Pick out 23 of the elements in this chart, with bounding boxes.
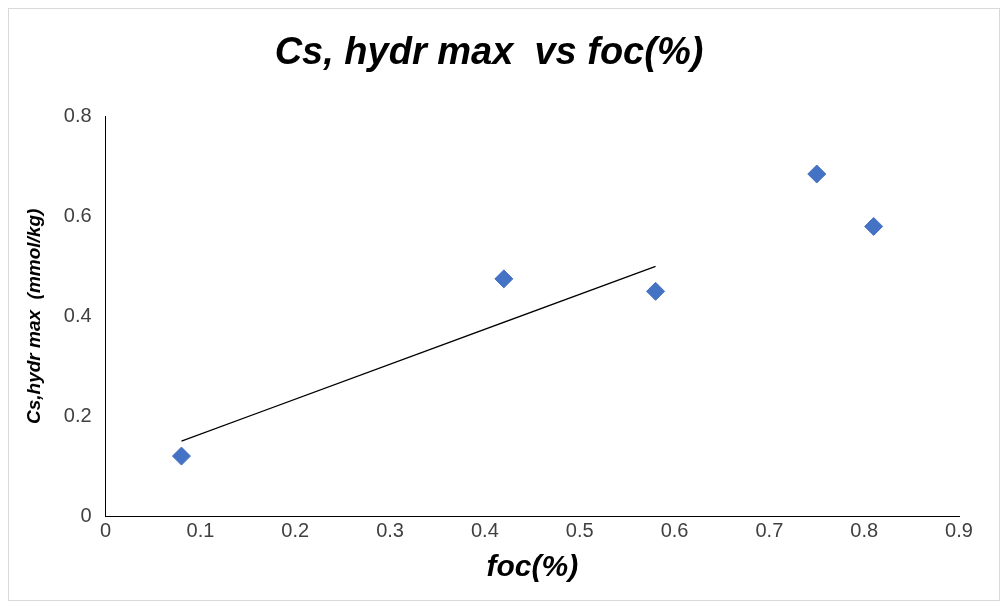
x-axis-title: foc(%) [486,549,579,583]
x-tick-label: 0.8 [850,518,879,541]
point [494,269,514,289]
point [807,164,827,184]
x-tick-label: 0.9 [945,518,973,541]
y-tick-label: 0.2 [63,403,92,426]
y-tick-label: 0.4 [63,303,92,326]
point [864,216,884,236]
point [646,281,666,301]
x-tick-label: 0.4 [470,518,499,541]
x-tick-label: 0.7 [755,518,784,541]
y-tick-label: 0 [80,503,92,526]
x-tick-label: 0.2 [281,518,310,541]
y-tick-label: 0.8 [63,104,92,127]
point [171,446,191,466]
chart-title: Cs, hydr max vs foc(%) [274,30,704,73]
x-tick-label: 0.1 [186,518,215,541]
x-tick-label: 0.3 [376,518,404,541]
x-tick-label: 0.6 [660,518,689,541]
y-axis-title: Cs,hydr max (mmol/kg) [22,208,44,424]
x-tick-label: 0.5 [565,518,594,541]
x-tick-label: 0 [100,518,112,541]
y-tick-label: 0.6 [63,203,92,226]
